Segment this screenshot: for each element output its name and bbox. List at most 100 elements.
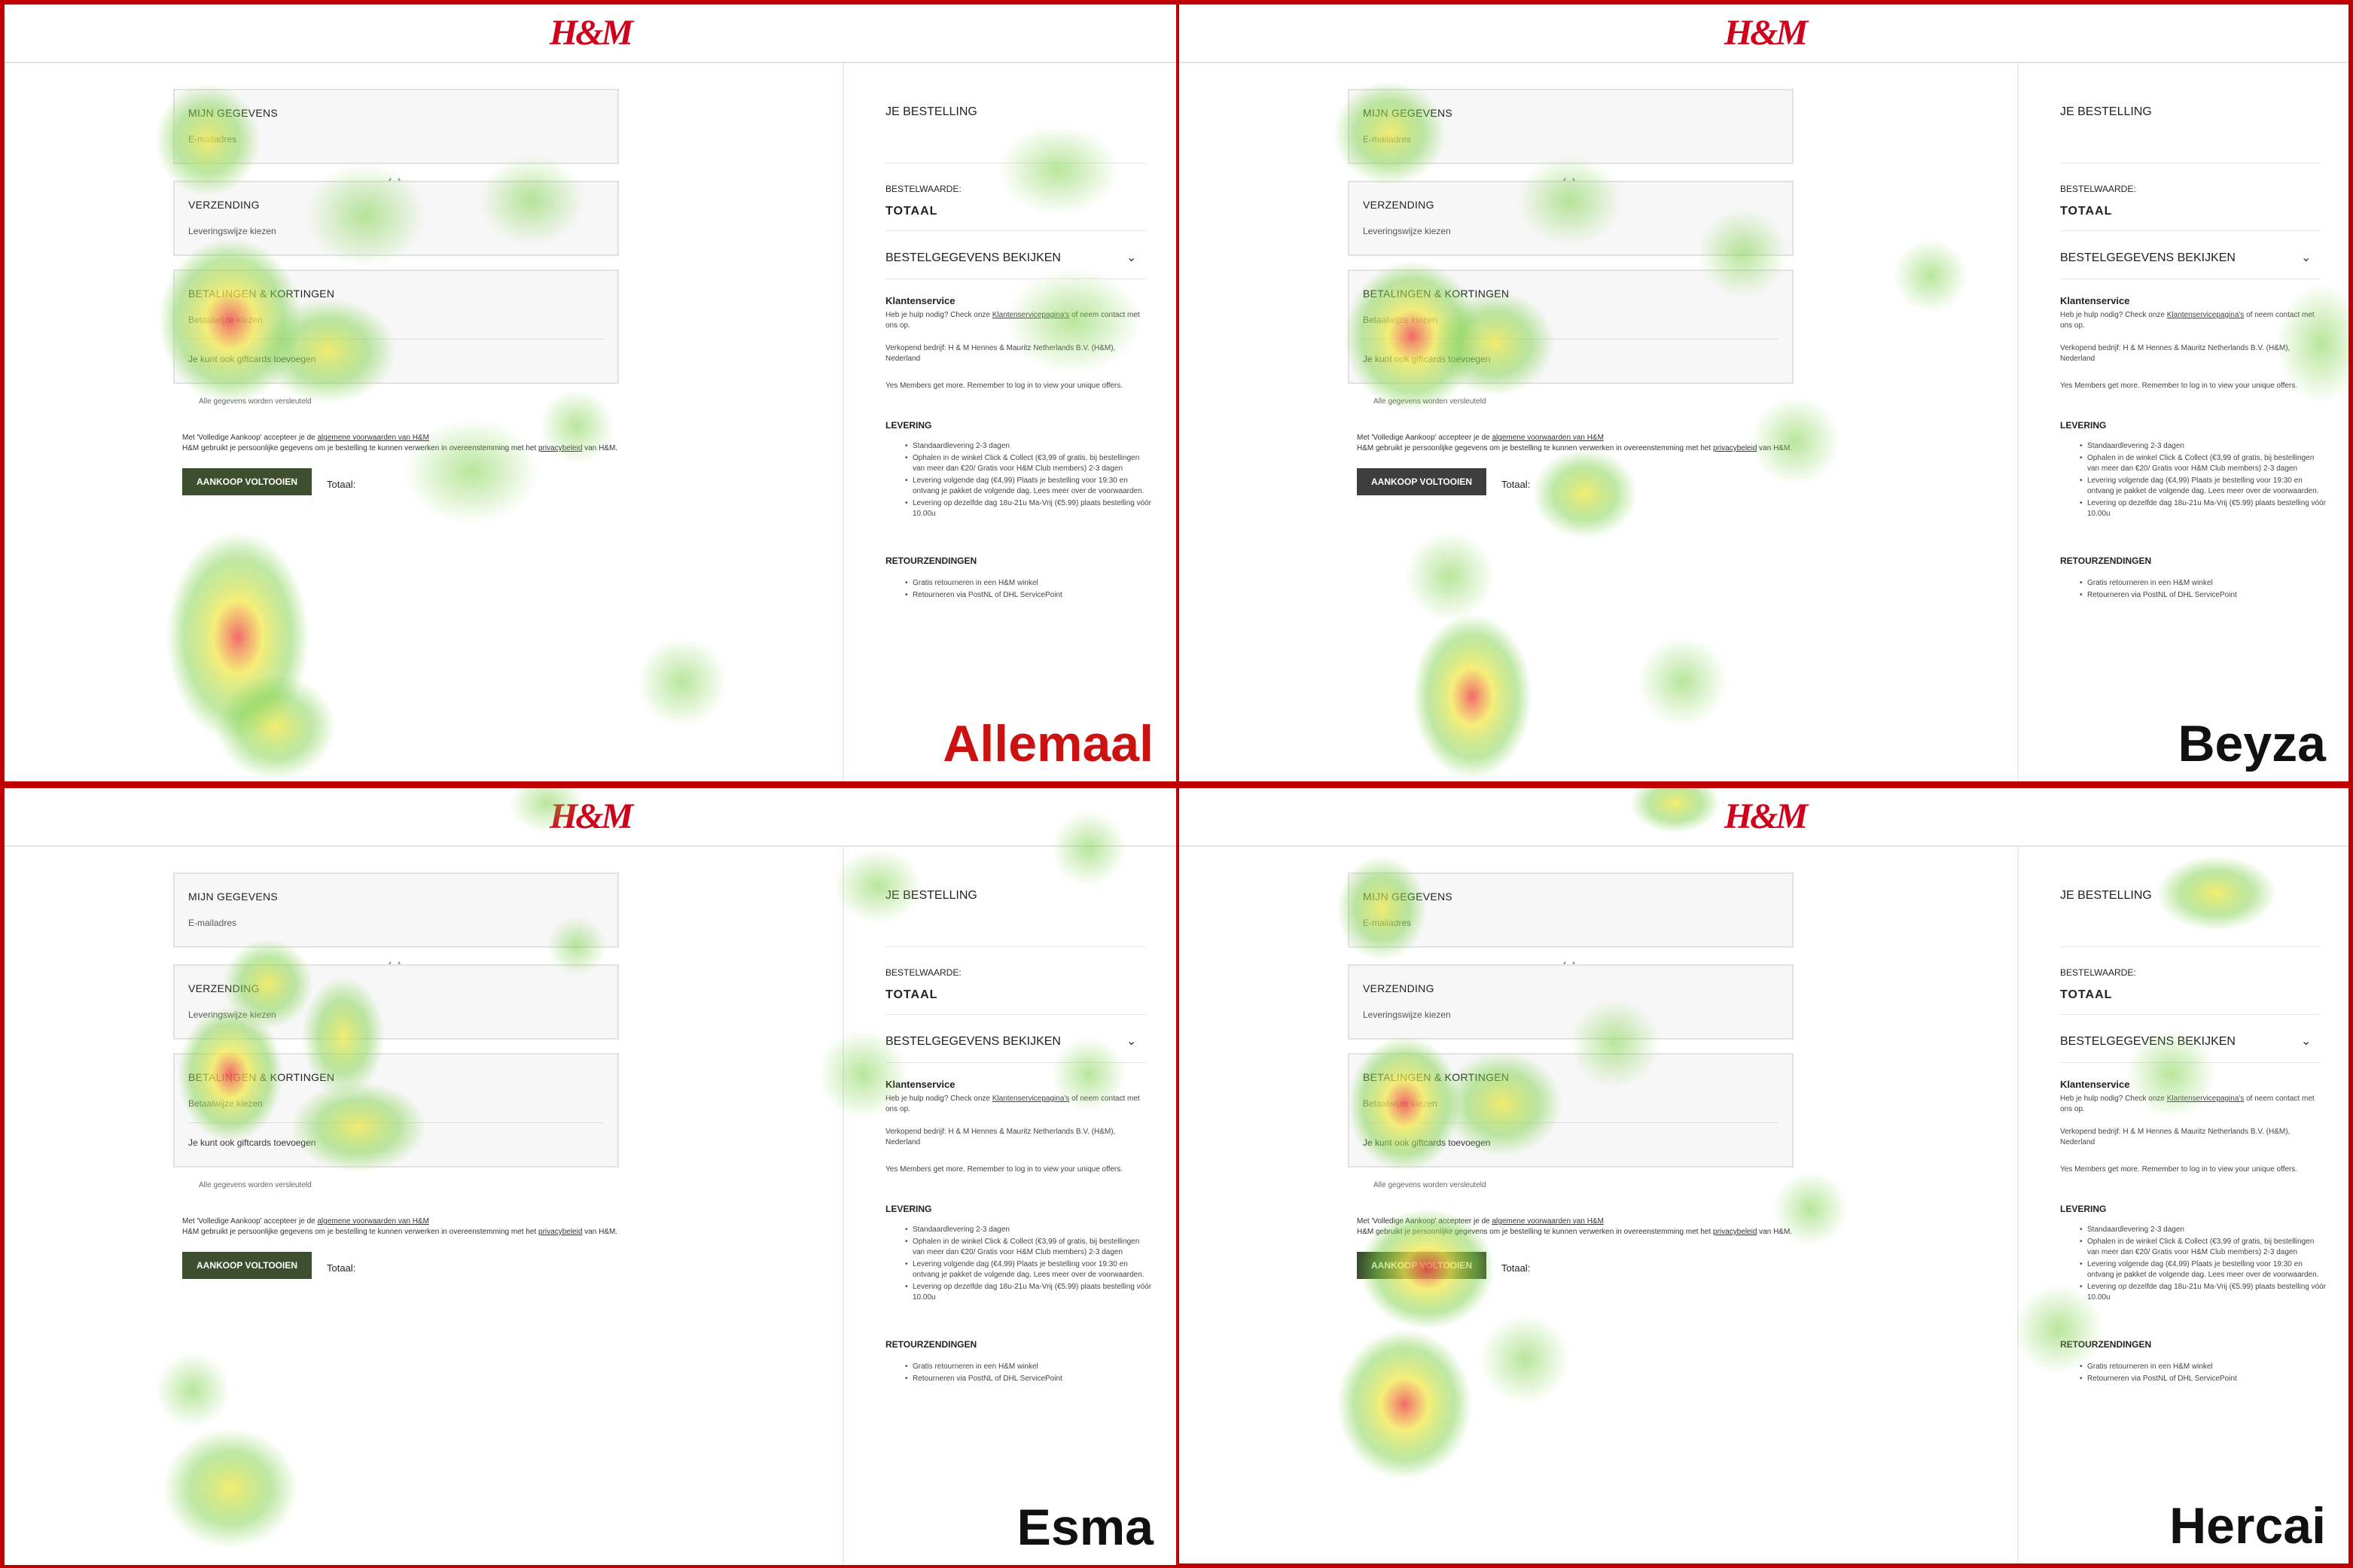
verzending-card[interactable]: VERZENDING Leveringswijze kiezen bbox=[1348, 964, 1794, 1040]
seller-info: Verkopend bedrijf: H & M Hennes & Maurit… bbox=[885, 344, 1116, 363]
payment-method-field[interactable]: Betaalwijze kiezen bbox=[188, 1098, 263, 1109]
delivery-method-field[interactable]: Leveringswijze kiezen bbox=[1363, 226, 1451, 236]
list-item: Gratis retourneren in een H&M winkel bbox=[905, 578, 1154, 589]
list-item: Standaardlevering 2-3 dagen bbox=[2080, 441, 2328, 452]
total-label: Totaal: bbox=[327, 479, 356, 490]
chevron-down-icon[interactable]: ⌄ bbox=[2301, 251, 2312, 264]
divider bbox=[885, 1014, 1146, 1015]
payment-method-field[interactable]: Betaalwijze kiezen bbox=[1363, 315, 1437, 325]
delivery-method-field[interactable]: Leveringswijze kiezen bbox=[188, 226, 276, 236]
divider bbox=[885, 946, 1146, 947]
view-order-details-toggle[interactable]: BESTELGEGEVENS BEKIJKEN bbox=[2060, 1035, 2236, 1048]
terms-link[interactable]: algemene voorwaarden van H&M bbox=[1492, 1217, 1604, 1225]
email-field[interactable]: E-mailadres bbox=[1363, 134, 1412, 145]
list-item: Gratis retourneren in een H&M winkel bbox=[905, 1362, 1154, 1372]
order-value-label: BESTELWAARDE: bbox=[2060, 967, 2136, 978]
heatmap-panel-hercai: H&M MIJN GEGEVENS E-mailadres VERZENDING L… bbox=[1179, 788, 2348, 1563]
list-item: Ophalen in de winkel Click & Collect (€3… bbox=[905, 1237, 1154, 1258]
order-title: JE BESTELLING bbox=[885, 105, 977, 118]
terms-text: Met 'Volledige Aankoop' accepteer je de … bbox=[182, 434, 429, 442]
delivery-list: Standaardlevering 2-3 dagen Ophalen in de… bbox=[905, 1225, 1154, 1305]
verzending-card[interactable]: VERZENDING Leveringswijze kiezen bbox=[1348, 181, 1794, 256]
mijn-gegevens-card[interactable]: MIJN GEGEVENS E-mailadres bbox=[173, 89, 619, 164]
view-order-details-toggle[interactable]: BESTELGEGEVENS BEKIJKEN bbox=[885, 1035, 1061, 1048]
verzending-card[interactable]: VERZENDING Leveringswijze kiezen bbox=[173, 964, 619, 1040]
returns-list: Gratis retourneren in een H&M winkelReto… bbox=[905, 578, 1154, 602]
terms-link[interactable]: algemene voorwaarden van H&M bbox=[317, 434, 429, 442]
card-title: BETALINGEN & KORTINGEN bbox=[1363, 288, 1510, 300]
delivery-title: LEVERING bbox=[2060, 420, 2107, 431]
delivery-title: LEVERING bbox=[2060, 1204, 2107, 1214]
betalingen-card[interactable]: BETALINGEN & KORTINGEN Betaalwijze kiezen… bbox=[173, 1053, 619, 1168]
list-item: Standaardlevering 2-3 dagen bbox=[2080, 1225, 2328, 1235]
returns-title: RETOURZENDINGEN bbox=[2060, 1339, 2152, 1350]
list-item: Standaardlevering 2-3 dagen bbox=[905, 1225, 1154, 1235]
list-item: Gratis retourneren in een H&M winkel bbox=[2080, 578, 2328, 589]
mijn-gegevens-card[interactable]: MIJN GEGEVENS E-mailadres bbox=[1348, 89, 1794, 164]
order-value-label: BESTELWAARDE: bbox=[885, 184, 962, 194]
email-field[interactable]: E-mailadres bbox=[188, 134, 237, 145]
complete-purchase-button[interactable]: AANKOOP VOLTOOIEN bbox=[1357, 1252, 1486, 1279]
email-field[interactable]: E-mailadres bbox=[1363, 918, 1412, 928]
panel-label: Beyza bbox=[2178, 715, 2326, 772]
returns-list: Gratis retourneren in een H&M winkelReto… bbox=[905, 1362, 1154, 1386]
chevron-down-icon[interactable]: ⌄ bbox=[1126, 251, 1137, 264]
complete-purchase-button[interactable]: AANKOOP VOLTOOIEN bbox=[1357, 468, 1486, 495]
view-order-details-toggle[interactable]: BESTELGEGEVENS BEKIJKEN bbox=[2060, 251, 2236, 264]
giftcards-link[interactable]: Je kunt ook giftcards toevoegen bbox=[1363, 1137, 1491, 1148]
customer-service-link[interactable]: Klantenservicepagina's bbox=[992, 1095, 1070, 1103]
divider bbox=[188, 1122, 604, 1123]
help-text: Heb je hulp nodig? Check onze Klantenser… bbox=[2060, 1095, 2315, 1113]
mijn-gegevens-card[interactable]: MIJN GEGEVENS E-mailadres bbox=[173, 872, 619, 948]
giftcards-link[interactable]: Je kunt ook giftcards toevoegen bbox=[188, 1137, 316, 1148]
help-text: Heb je hulp nodig? Check onze Klantenser… bbox=[885, 311, 1140, 330]
giftcards-link[interactable]: Je kunt ook giftcards toevoegen bbox=[1363, 354, 1491, 364]
chevron-down-icon[interactable]: ⌄ bbox=[1126, 1035, 1137, 1048]
hm-logo: H&M bbox=[549, 796, 633, 836]
column-divider bbox=[2017, 847, 2019, 1563]
list-item: Ophalen in de winkel Click & Collect (€3… bbox=[905, 453, 1154, 474]
heatmap-panel-beyza: H&M MIJN GEGEVENS E-mailadres VERZENDING L… bbox=[1179, 5, 2348, 781]
divider bbox=[2060, 230, 2321, 231]
order-total-label: TOTAAL bbox=[2060, 205, 2113, 218]
total-label: Totaal: bbox=[1501, 1262, 1531, 1274]
privacy-text: H&M gebruikt je persoonlijke gegevens om… bbox=[182, 444, 618, 452]
delivery-method-field[interactable]: Leveringswijze kiezen bbox=[188, 1009, 276, 1020]
encryption-note: Alle gegevens worden versleuteld bbox=[199, 1181, 312, 1189]
complete-purchase-button[interactable]: AANKOOP VOLTOOIEN bbox=[182, 1252, 312, 1279]
giftcards-link[interactable]: Je kunt ook giftcards toevoegen bbox=[188, 354, 316, 364]
privacy-link[interactable]: privacybeleid bbox=[1713, 444, 1757, 452]
card-title: MIJN GEGEVENS bbox=[1363, 891, 1453, 903]
payment-method-field[interactable]: Betaalwijze kiezen bbox=[1363, 1098, 1437, 1109]
view-order-details-toggle[interactable]: BESTELGEGEVENS BEKIJKEN bbox=[885, 251, 1061, 264]
verzending-card[interactable]: VERZENDING Leveringswijze kiezen bbox=[173, 181, 619, 256]
mijn-gegevens-card[interactable]: MIJN GEGEVENS E-mailadres bbox=[1348, 872, 1794, 948]
email-field[interactable]: E-mailadres bbox=[188, 918, 237, 928]
chevron-down-icon[interactable]: ⌄ bbox=[2301, 1035, 2312, 1048]
complete-purchase-button[interactable]: AANKOOP VOLTOOIEN bbox=[182, 468, 312, 495]
checkout-screenshot: H&M MIJN GEGEVENS E-mailadres VERZENDING L… bbox=[5, 788, 1176, 1565]
list-item: Levering volgende dag (€4,99) Plaats je … bbox=[905, 476, 1154, 497]
customer-service-link[interactable]: Klantenservicepagina's bbox=[2166, 311, 2245, 319]
customer-service-link[interactable]: Klantenservicepagina's bbox=[992, 311, 1070, 319]
privacy-link[interactable]: privacybeleid bbox=[538, 1228, 583, 1236]
column-divider bbox=[843, 847, 844, 1565]
betalingen-card[interactable]: BETALINGEN & KORTINGEN Betaalwijze kiezen… bbox=[1348, 269, 1794, 384]
payment-method-field[interactable]: Betaalwijze kiezen bbox=[188, 315, 263, 325]
terms-link[interactable]: algemene voorwaarden van H&M bbox=[317, 1217, 429, 1225]
delivery-method-field[interactable]: Leveringswijze kiezen bbox=[1363, 1009, 1451, 1020]
seller-info: Verkopend bedrijf: H & M Hennes & Maurit… bbox=[2060, 1128, 2291, 1146]
betalingen-card[interactable]: BETALINGEN & KORTINGEN Betaalwijze kiezen… bbox=[173, 269, 619, 384]
seller-info: Verkopend bedrijf: H & M Hennes & Maurit… bbox=[885, 1128, 1116, 1146]
order-value-label: BESTELWAARDE: bbox=[2060, 184, 2136, 194]
terms-link[interactable]: algemene voorwaarden van H&M bbox=[1492, 434, 1604, 442]
panel-label: Hercai bbox=[2169, 1497, 2326, 1554]
privacy-link[interactable]: privacybeleid bbox=[1713, 1228, 1757, 1236]
customer-service-link[interactable]: Klantenservicepagina's bbox=[2166, 1095, 2245, 1103]
divider bbox=[2060, 1062, 2321, 1063]
delivery-list: Standaardlevering 2-3 dagenOphalen in de… bbox=[905, 441, 1154, 521]
betalingen-card[interactable]: BETALINGEN & KORTINGEN Betaalwijze kiezen… bbox=[1348, 1053, 1794, 1168]
privacy-link[interactable]: privacybeleid bbox=[538, 444, 583, 452]
encryption-note: Alle gegevens worden versleuteld bbox=[1373, 397, 1486, 406]
checkout-screenshot: H&M MIJN GEGEVENS E-mailadres VERZENDING L… bbox=[5, 5, 1176, 781]
